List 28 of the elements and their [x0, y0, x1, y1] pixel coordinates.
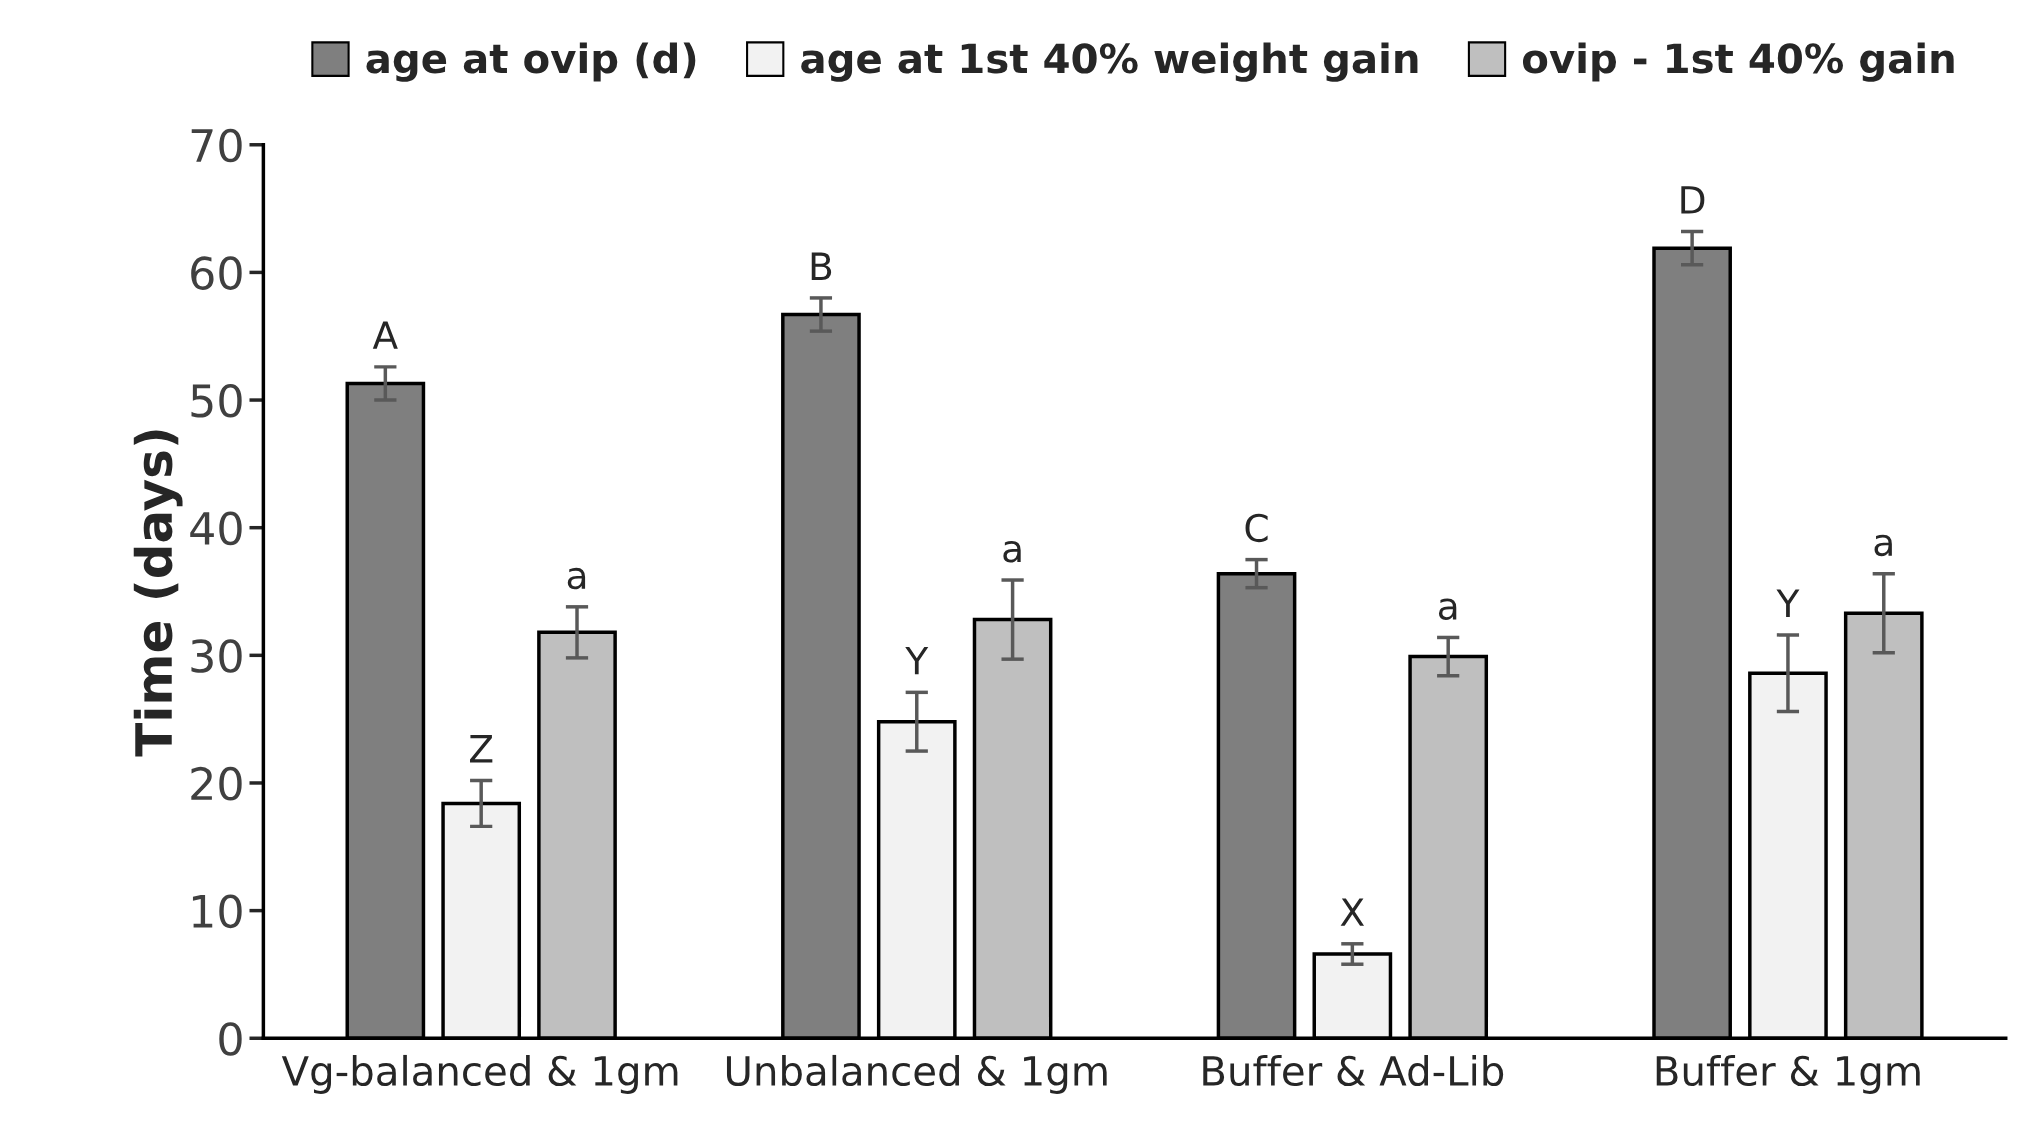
legend-label: age at 1st 40% weight gain: [801, 42, 1418, 82]
legend-label: ovip - 1st 40% gain: [1522, 42, 1954, 82]
y-tick-label: 30: [191, 639, 242, 673]
data-label: Y: [1776, 589, 1800, 617]
data-label: D: [1681, 186, 1705, 214]
data-label: a: [567, 567, 586, 590]
data-label: C: [1245, 513, 1268, 543]
y-tick-label: 20: [191, 766, 242, 801]
y-tick-label: 70: [191, 128, 242, 163]
data-label: X: [1340, 898, 1365, 926]
x-tick-label: Vg-balanced & 1gm: [281, 1054, 678, 1094]
y-axis-title: Time (days): [133, 430, 183, 757]
data-label: Z: [470, 735, 493, 763]
y-tick-label: 60: [191, 256, 242, 290]
y-tick-label: 10: [192, 894, 242, 929]
x-tick-label: Buffer & 1gm: [1656, 1054, 1920, 1094]
data-label: a: [1438, 598, 1457, 620]
y-tick-label: 0: [219, 1022, 242, 1056]
data-label: Y: [905, 647, 929, 675]
data-label: A: [372, 321, 398, 349]
legend-label: age at ovip (d): [366, 42, 696, 82]
y-tick-label: 50: [191, 383, 242, 418]
x-tick-label: Unbalanced & 1gm: [726, 1054, 1107, 1094]
data-label: a: [1003, 541, 1021, 563]
y-tick-label: 40: [190, 511, 242, 546]
data-label: a: [1874, 534, 1892, 557]
x-tick-label: Buffer & Ad-Lib: [1203, 1054, 1504, 1087]
data-label: B: [811, 252, 832, 280]
